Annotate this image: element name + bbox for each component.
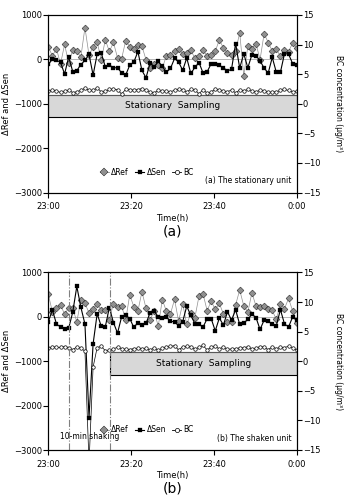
Text: (b) The shaken unit: (b) The shaken unit	[217, 434, 292, 443]
X-axis label: Time(h): Time(h)	[156, 214, 189, 223]
Y-axis label: BC concentration (μg/m³): BC concentration (μg/m³)	[334, 312, 343, 410]
Bar	[48, 95, 297, 117]
Y-axis label: ΔRef and ΔSen: ΔRef and ΔSen	[2, 330, 11, 392]
Bar	[110, 352, 297, 374]
Text: (b): (b)	[162, 482, 183, 496]
X-axis label: Time(h): Time(h)	[156, 472, 189, 480]
Text: (a): (a)	[163, 224, 182, 238]
Legend: ΔRef, ΔSen, BC: ΔRef, ΔSen, BC	[97, 164, 197, 180]
Text: Stationary  Sampling: Stationary Sampling	[156, 359, 251, 368]
Text: 10-min shaking: 10-min shaking	[60, 432, 119, 441]
Text: Stationary  Sampling: Stationary Sampling	[125, 102, 220, 110]
Y-axis label: BC concentration (μg/m³): BC concentration (μg/m³)	[334, 55, 343, 152]
Text: (a) The stationary unit: (a) The stationary unit	[205, 176, 292, 186]
Legend: ΔRef, ΔSen, BC: ΔRef, ΔSen, BC	[97, 422, 197, 438]
Y-axis label: ΔRef and ΔSen: ΔRef and ΔSen	[2, 72, 11, 135]
